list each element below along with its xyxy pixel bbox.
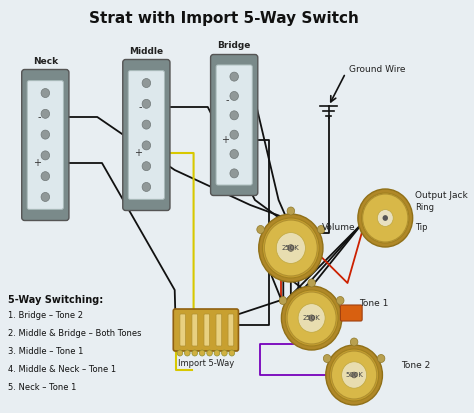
Circle shape [308,279,315,287]
Text: -: - [138,102,142,112]
Circle shape [41,151,50,160]
Circle shape [323,354,331,363]
FancyBboxPatch shape [216,314,222,346]
Text: 3. Middle – Tone 1: 3. Middle – Tone 1 [8,347,83,356]
Text: Middle: Middle [129,47,164,55]
Circle shape [263,218,319,278]
Circle shape [337,297,344,304]
Text: Tip: Tip [416,223,428,233]
Circle shape [285,290,338,346]
Circle shape [142,141,151,150]
Text: Volume: Volume [322,223,356,233]
Circle shape [184,350,190,356]
Circle shape [207,350,212,356]
Circle shape [142,183,151,192]
Circle shape [317,225,325,233]
Circle shape [41,130,50,139]
FancyBboxPatch shape [210,55,258,195]
Text: Neck: Neck [33,57,58,66]
Text: -: - [226,95,229,105]
Circle shape [342,362,366,388]
Circle shape [177,350,182,356]
Circle shape [264,220,317,276]
Circle shape [362,193,409,243]
Circle shape [230,72,238,81]
Circle shape [142,161,151,171]
Circle shape [142,78,151,88]
Text: Output Jack: Output Jack [416,192,468,200]
Text: +: + [33,158,41,168]
FancyBboxPatch shape [123,59,170,211]
Text: Tone 1: Tone 1 [359,299,388,308]
Text: Bridge: Bridge [218,41,251,50]
Circle shape [326,345,383,405]
Circle shape [230,169,238,178]
Circle shape [287,207,295,215]
FancyBboxPatch shape [204,314,210,346]
Text: Tone 2: Tone 2 [401,361,430,370]
Text: -: - [37,112,41,122]
Text: Strat with Import 5-Way Switch: Strat with Import 5-Way Switch [89,10,359,26]
Text: 5. Neck – Tone 1: 5. Neck – Tone 1 [8,383,76,392]
Text: 1. Bridge – Tone 2: 1. Bridge – Tone 2 [8,311,82,320]
Circle shape [41,172,50,180]
Circle shape [192,350,198,356]
Circle shape [230,150,238,159]
Circle shape [377,354,385,363]
Text: 250K: 250K [303,315,320,321]
Circle shape [142,99,151,108]
Circle shape [259,214,323,282]
Circle shape [351,372,357,378]
Text: +: + [134,148,142,158]
Text: 5-Way Switching:: 5-Way Switching: [8,295,103,305]
Circle shape [279,297,287,304]
FancyBboxPatch shape [27,81,64,209]
Circle shape [350,338,358,346]
Circle shape [288,244,294,252]
Circle shape [142,120,151,129]
Circle shape [329,349,379,401]
Circle shape [230,130,238,139]
Text: Ring: Ring [416,204,435,213]
Circle shape [358,189,413,247]
Circle shape [377,210,393,226]
Circle shape [41,109,50,119]
FancyBboxPatch shape [216,65,252,185]
FancyBboxPatch shape [180,314,185,346]
Text: +: + [221,135,229,145]
Circle shape [229,350,235,356]
Circle shape [230,111,238,120]
Text: 2. Middle & Bridge – Both Tones: 2. Middle & Bridge – Both Tones [8,329,141,338]
Circle shape [214,350,220,356]
Circle shape [230,91,238,100]
Circle shape [298,304,325,332]
Circle shape [221,350,227,356]
FancyBboxPatch shape [192,314,198,346]
Text: Import 5-Way: Import 5-Way [178,358,234,368]
Circle shape [309,315,315,321]
Circle shape [287,292,336,344]
Circle shape [199,350,205,356]
Circle shape [282,286,342,350]
Text: 4. Middle & Neck – Tone 1: 4. Middle & Neck – Tone 1 [8,365,116,374]
Circle shape [363,194,408,242]
FancyBboxPatch shape [128,71,164,199]
FancyBboxPatch shape [22,69,69,221]
FancyBboxPatch shape [228,314,234,346]
FancyBboxPatch shape [340,305,362,321]
Text: 250K: 250K [282,245,300,251]
Circle shape [257,225,264,233]
Text: Ground Wire: Ground Wire [349,66,406,74]
Circle shape [41,192,50,202]
Circle shape [41,88,50,97]
Circle shape [276,233,305,263]
FancyBboxPatch shape [173,309,238,351]
Circle shape [383,215,388,221]
Circle shape [331,351,377,399]
Text: 500K: 500K [345,372,363,378]
